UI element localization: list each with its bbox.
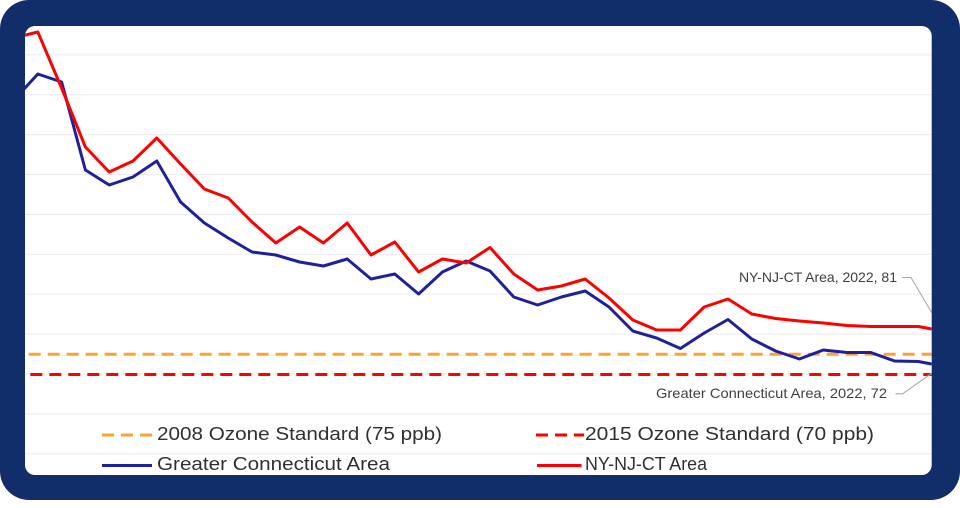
svg-text:NY-NJ-CT Area: NY-NJ-CT Area: [585, 454, 708, 474]
svg-text:Greater Connecticut Area, 2022: Greater Connecticut Area, 2022, 72: [656, 385, 887, 401]
svg-text:Greater Connecticut Area: Greater Connecticut Area: [157, 454, 391, 474]
svg-text:2015 Ozone Standard (70 ppb): 2015 Ozone Standard (70 ppb): [585, 424, 874, 444]
svg-text:2008 Ozone Standard (75 ppb): 2008 Ozone Standard (75 ppb): [157, 424, 442, 444]
svg-text:NY-NJ-CT Area, 2022, 81: NY-NJ-CT Area, 2022, 81: [739, 269, 897, 285]
